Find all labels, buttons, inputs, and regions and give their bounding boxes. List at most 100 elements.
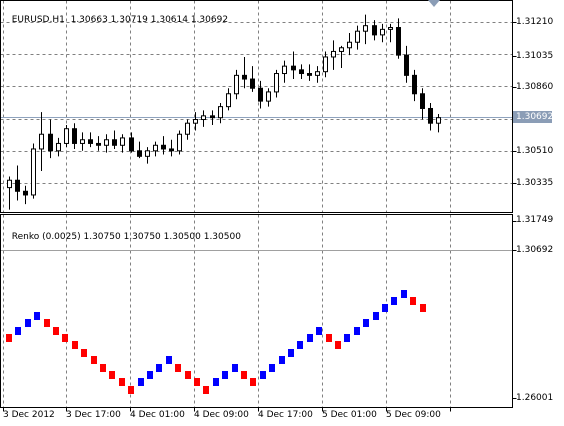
current-price-badge: 1.30692 xyxy=(512,111,553,123)
renko-brick-up xyxy=(260,371,266,379)
renko-brick-down xyxy=(72,341,78,349)
renko-brick-up xyxy=(269,364,275,372)
candle xyxy=(291,51,296,80)
bear-candle-body xyxy=(242,74,247,80)
bull-candle-body xyxy=(339,47,344,52)
bear-candle-body xyxy=(372,25,377,36)
candle xyxy=(315,66,320,83)
bull-candle-body xyxy=(388,27,393,30)
bear-candle-body xyxy=(96,142,101,146)
bull-candle-body xyxy=(218,106,223,119)
renko-brick-down xyxy=(194,378,200,386)
bull-candle-body xyxy=(436,117,441,124)
renko-brick-down xyxy=(6,334,12,342)
bull-candle-body xyxy=(80,139,85,144)
candle xyxy=(23,185,28,205)
candle xyxy=(201,110,206,127)
bull-candle-body xyxy=(201,115,206,121)
price-tick: 1.30335 xyxy=(516,178,554,188)
renko-brick-up xyxy=(15,327,21,335)
renko-brick-down xyxy=(128,386,134,394)
renko-bricks xyxy=(6,290,426,394)
bull-candle-body xyxy=(226,93,231,108)
candle xyxy=(420,88,425,120)
main-chart-frame xyxy=(0,0,513,213)
bear-candle-body xyxy=(129,137,134,152)
candle xyxy=(396,18,401,59)
scroll-shift-marker-icon[interactable] xyxy=(428,0,440,7)
candle xyxy=(169,139,174,157)
time-tick: 4 Dec 17:00 xyxy=(258,410,313,420)
renko-price-tick: 1.31749 xyxy=(516,215,554,225)
renko-price-tick: 1.30692 xyxy=(516,245,554,255)
bull-candle-body xyxy=(153,144,158,152)
bear-candle-body xyxy=(428,107,433,124)
bull-candle-body xyxy=(331,50,336,58)
bear-candle-body xyxy=(412,74,417,95)
candle xyxy=(218,102,223,124)
bear-candle-body xyxy=(112,139,117,146)
bear-candle-body xyxy=(15,179,20,192)
renko-brick-up xyxy=(344,334,350,342)
symbol-timeframe: EURUSD,H1 xyxy=(11,15,65,25)
renko-brick-up xyxy=(156,364,162,372)
renko-brick-up xyxy=(288,349,294,357)
candle xyxy=(177,130,182,155)
renko-chart-title: Renko (0.0025) 1.30750 1.30750 1.30500 1… xyxy=(6,221,241,243)
renko-brick-up xyxy=(138,378,144,386)
bear-candle-body xyxy=(23,190,28,196)
renko-brick-down xyxy=(335,341,341,349)
renko-brick-up xyxy=(232,364,238,372)
candle xyxy=(388,23,393,43)
main-price-axis: 1.31210 1.31035 1.30860 1.30510 1.30335 … xyxy=(512,0,564,212)
renko-brick-down xyxy=(203,386,209,394)
time-tick: 5 Dec 09:00 xyxy=(386,410,441,420)
price-tick: 1.31035 xyxy=(516,51,554,61)
renko-brick-down xyxy=(100,364,106,372)
renko-brick-up xyxy=(34,312,40,320)
bear-candle-body xyxy=(299,69,304,75)
candle xyxy=(242,56,247,89)
bull-candle-body xyxy=(31,148,36,196)
renko-ohlc-readout: 1.30750 1.30750 1.30500 1.30500 xyxy=(83,232,241,242)
candle xyxy=(266,88,271,107)
candle xyxy=(120,134,125,153)
time-axis: 3 Dec 2012 3 Dec 17:00 4 Dec 01:00 4 Dec… xyxy=(0,408,512,426)
candle xyxy=(380,23,385,43)
candle xyxy=(104,134,109,153)
candle xyxy=(96,136,101,151)
candlestick-series xyxy=(7,14,441,210)
candle xyxy=(185,119,190,140)
bear-candle-body xyxy=(420,93,425,109)
renko-brick-up xyxy=(363,319,369,327)
candle xyxy=(274,69,279,98)
bull-candle-body xyxy=(323,56,328,73)
bear-candle-body xyxy=(404,54,409,76)
candle xyxy=(226,88,231,111)
bull-candle-body xyxy=(282,65,287,75)
renko-brick-down xyxy=(109,371,115,379)
renko-brick-down xyxy=(119,378,125,386)
bull-candle-body xyxy=(274,73,279,93)
time-tick: 4 Dec 01:00 xyxy=(130,410,185,420)
candle xyxy=(39,112,44,172)
renko-brick-up xyxy=(307,334,313,342)
bull-candle-body xyxy=(193,119,198,124)
bull-candle-body xyxy=(56,142,61,152)
candle xyxy=(428,102,433,131)
candle xyxy=(48,119,53,159)
renko-indicator-name: Renko (0.0025) xyxy=(11,232,81,242)
chart-frames xyxy=(0,0,517,412)
candle xyxy=(88,132,93,148)
bear-candle-body xyxy=(48,133,53,152)
renko-brick-up xyxy=(391,297,397,305)
candle xyxy=(64,125,69,148)
renko-brick-down xyxy=(44,319,50,327)
renko-brick-down xyxy=(185,371,191,379)
candle xyxy=(347,33,352,56)
time-tick: 4 Dec 09:00 xyxy=(194,410,249,420)
renko-brick-up xyxy=(382,304,388,312)
candle xyxy=(153,141,158,157)
bear-candle-body xyxy=(307,73,312,76)
